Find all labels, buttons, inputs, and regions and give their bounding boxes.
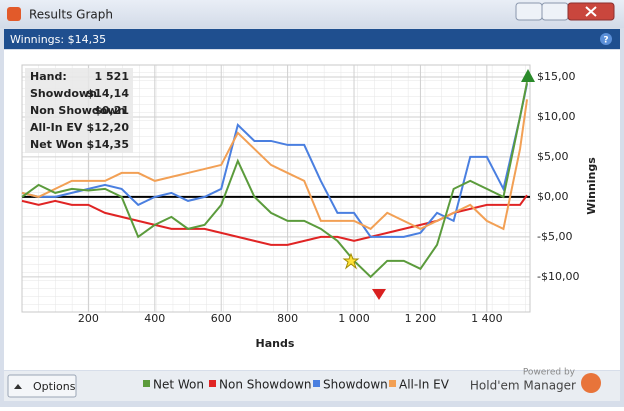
stats-label: Showdown bbox=[30, 87, 97, 100]
star-marker bbox=[342, 252, 360, 270]
stats-label: Hand: bbox=[30, 70, 67, 83]
y-tick-label: $15,00 bbox=[537, 70, 576, 83]
header-text: Winnings: $14,35 bbox=[10, 33, 106, 46]
x-tick-label: 400 bbox=[144, 312, 165, 325]
y-tick-label: -$5,00 bbox=[537, 230, 572, 243]
brand-logo bbox=[581, 373, 601, 393]
y-tick-label: -$10,00 bbox=[537, 270, 579, 283]
series-line bbox=[21, 99, 529, 231]
stats-value: $12,20 bbox=[87, 121, 130, 134]
stats-box bbox=[25, 68, 133, 153]
x-tick-label: 1 000 bbox=[338, 312, 370, 325]
y-tick-label: $10,00 bbox=[537, 110, 576, 123]
bottom-bar bbox=[4, 371, 620, 401]
legend-label: All-In EV bbox=[399, 378, 450, 392]
stats-value: $14,14 bbox=[87, 87, 130, 100]
powered-by: Powered by bbox=[523, 368, 576, 378]
stats-value: 1 521 bbox=[95, 70, 129, 83]
legend-swatch bbox=[313, 380, 320, 387]
header-bar bbox=[4, 29, 620, 49]
x-tick-label: 800 bbox=[277, 312, 298, 325]
minimize-button[interactable] bbox=[515, 2, 543, 21]
y-axis-label: Winnings bbox=[585, 157, 598, 215]
maximize-button[interactable] bbox=[541, 2, 569, 21]
stats-value: $0,21 bbox=[94, 104, 129, 117]
min-marker bbox=[372, 289, 386, 300]
brand: Hold'em Manager bbox=[470, 379, 576, 393]
max-marker bbox=[521, 69, 535, 82]
legend-label: Net Won bbox=[153, 378, 204, 392]
legend-swatch bbox=[143, 380, 150, 387]
x-tick-label: 1 400 bbox=[471, 312, 503, 325]
stats-label: Non Showdown bbox=[30, 104, 125, 117]
legend-label: Non Showdown bbox=[219, 378, 312, 392]
legend-label: Showdown bbox=[323, 378, 388, 392]
stats-value: $14,35 bbox=[87, 138, 129, 151]
x-tick-label: 200 bbox=[78, 312, 99, 325]
legend-swatch bbox=[389, 380, 396, 387]
options-text: Options bbox=[33, 380, 76, 393]
series-line bbox=[21, 81, 528, 279]
options-arrow bbox=[14, 384, 22, 389]
y-tick-label: $5,00 bbox=[537, 150, 569, 163]
options-button[interactable] bbox=[7, 374, 77, 398]
y-tick-label: $0,00 bbox=[537, 190, 569, 203]
x-tick-label: 600 bbox=[211, 312, 232, 325]
series-line bbox=[21, 83, 528, 238]
window-title: Results Graph bbox=[29, 8, 113, 22]
app-icon bbox=[7, 7, 21, 21]
stats-label: Net Won bbox=[30, 138, 83, 151]
legend-swatch bbox=[209, 380, 216, 387]
x-tick-label: 1 200 bbox=[405, 312, 437, 325]
help-text: ? bbox=[603, 36, 608, 46]
stats-label: All-In EV bbox=[30, 121, 83, 134]
x-axis-label: Hands bbox=[256, 337, 295, 350]
help-button[interactable] bbox=[600, 33, 612, 45]
close-icon bbox=[585, 6, 597, 17]
